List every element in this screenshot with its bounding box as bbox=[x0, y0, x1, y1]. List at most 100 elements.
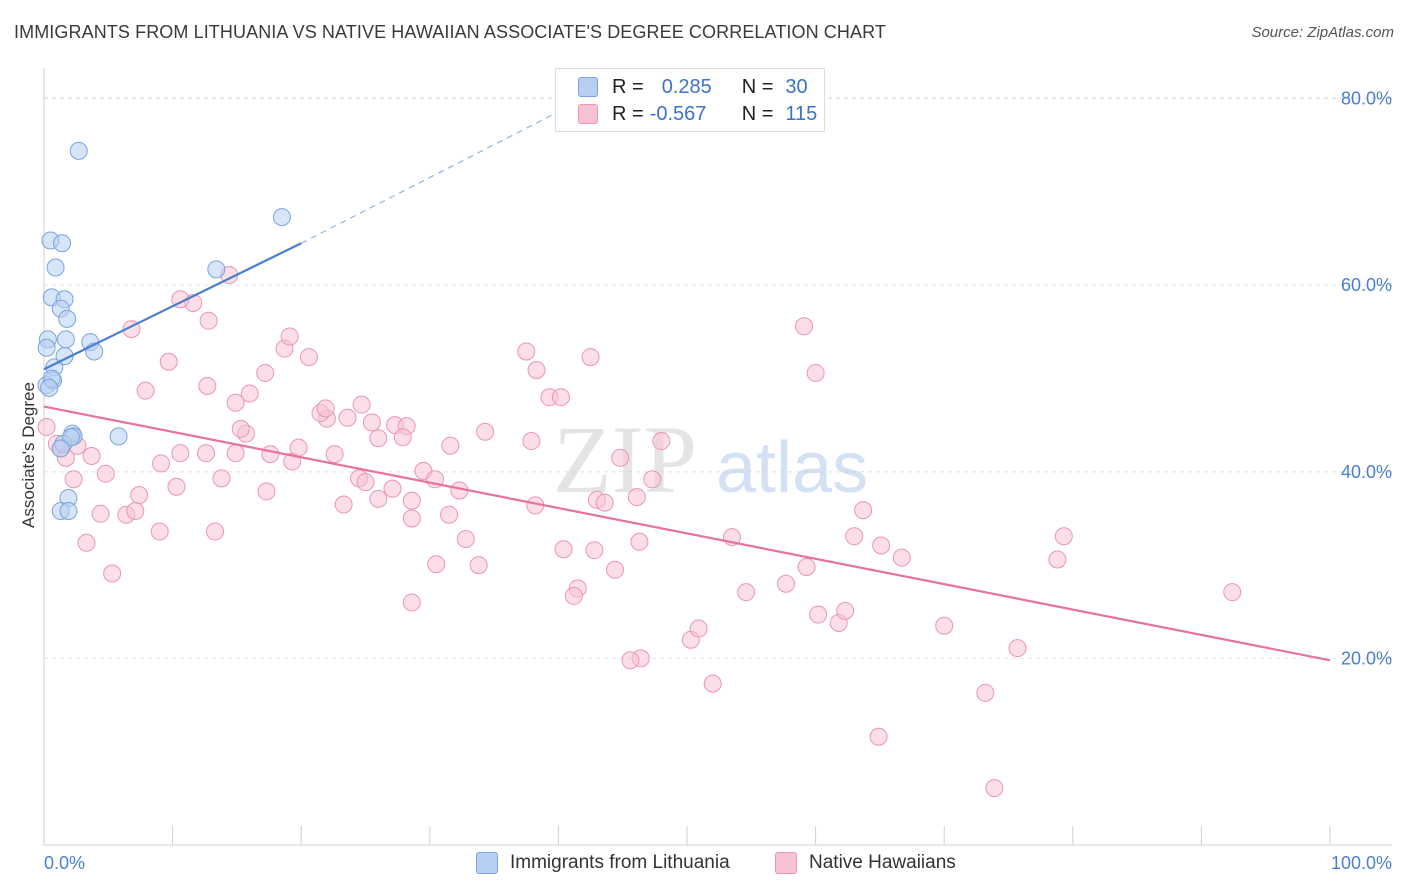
hawaiian-point bbox=[554, 540, 573, 559]
hawaiian-point bbox=[585, 541, 604, 560]
hawaiian-point bbox=[130, 486, 149, 505]
hawaiian-point bbox=[777, 574, 796, 593]
hawaiian-point bbox=[627, 488, 646, 507]
hawaiian-point bbox=[845, 527, 864, 546]
hawaiian-point bbox=[402, 491, 421, 510]
hawaiian-point bbox=[643, 470, 662, 489]
legend-row-lithuania: R = 0.285 N = 30 bbox=[578, 75, 808, 99]
lithuania-point bbox=[59, 502, 78, 521]
hawaiian-point bbox=[261, 445, 280, 464]
hawaiian-point bbox=[806, 363, 825, 382]
legend-swatch-blue bbox=[578, 77, 598, 97]
series-legend-hawaiians: Native Hawaiians bbox=[775, 852, 956, 874]
hawaiian-point bbox=[1048, 550, 1067, 569]
hawaiian-point bbox=[1223, 583, 1242, 602]
hawaiian-point bbox=[441, 436, 460, 455]
hawaiian-point bbox=[795, 317, 814, 336]
hawaiian-point bbox=[206, 522, 225, 541]
correlation-legend: R = 0.285 N = 30 R = -0.567 N = 115 bbox=[555, 68, 825, 132]
hawaiian-point bbox=[703, 674, 722, 693]
series-label-lithuania: Immigrants from Lithuania bbox=[510, 852, 730, 873]
hawaiian-point bbox=[476, 422, 495, 441]
hawaiian-point bbox=[159, 352, 178, 371]
hawaiian-point bbox=[77, 533, 96, 552]
hawaiian-point bbox=[797, 557, 816, 576]
lithuania-point bbox=[58, 309, 77, 328]
hawaiian-trend-line bbox=[43, 405, 1331, 662]
hawaiian-point bbox=[527, 361, 546, 380]
series-label-hawaiians: Native Hawaiians bbox=[809, 852, 956, 873]
hawaiian-point bbox=[836, 601, 855, 620]
hawaiian-point bbox=[289, 438, 308, 457]
hawaiian-point bbox=[652, 432, 671, 451]
hawaiian-point bbox=[564, 586, 583, 605]
hawaiian-point bbox=[231, 419, 250, 438]
x-tick-label-max: 100.0% bbox=[1331, 853, 1392, 873]
legend-r-label: R = bbox=[612, 75, 644, 98]
legend-row-hawaiians: R = -0.567 N = 115 bbox=[578, 102, 817, 126]
native-hawaiians-points bbox=[37, 265, 1242, 798]
series-legend-lithuania: Immigrants from Lithuania bbox=[476, 852, 730, 874]
hawaiian-point bbox=[352, 395, 371, 414]
hawaiian-point bbox=[440, 505, 459, 524]
hawaiian-point bbox=[522, 432, 541, 451]
legend-n-label: N = bbox=[741, 102, 774, 125]
hawaiian-point bbox=[152, 454, 171, 473]
hawaiian-point bbox=[126, 502, 145, 521]
hawaiian-point bbox=[611, 448, 630, 467]
hawaiian-point bbox=[393, 428, 412, 447]
hawaiian-point bbox=[551, 388, 570, 407]
lithuania-point bbox=[46, 258, 65, 277]
lithuania-trend-extension bbox=[300, 98, 585, 244]
hawaiian-point bbox=[257, 482, 276, 501]
hawaiian-point bbox=[872, 536, 891, 555]
lithuania-point bbox=[53, 234, 72, 253]
hawaiian-point bbox=[976, 683, 995, 702]
grid-lines bbox=[44, 97, 1392, 659]
x-tick-label-min: 0.0% bbox=[44, 853, 85, 873]
trend-lines bbox=[43, 98, 1331, 662]
hawaiian-point bbox=[985, 779, 1004, 798]
legend-r-label: R = bbox=[612, 102, 644, 125]
lithuania-point bbox=[272, 208, 291, 227]
hawaiian-point bbox=[198, 377, 217, 395]
hawaiian-point bbox=[809, 605, 828, 624]
legend-r-value: 0.285 bbox=[661, 75, 712, 98]
lithuania-point bbox=[37, 338, 56, 357]
hawaiian-point bbox=[605, 560, 624, 579]
hawaiian-point bbox=[630, 532, 649, 551]
lithuania-trend-line bbox=[43, 242, 302, 371]
hawaiian-point bbox=[1008, 639, 1027, 658]
hawaiian-point bbox=[64, 470, 83, 489]
hawaiian-point bbox=[280, 327, 299, 346]
hawaiian-point bbox=[150, 522, 169, 541]
lithuania-point bbox=[51, 439, 70, 458]
hawaiian-point bbox=[37, 418, 56, 437]
lithuania-point bbox=[62, 428, 81, 447]
hawaiian-point bbox=[103, 564, 122, 583]
hawaiian-point bbox=[197, 444, 216, 463]
hawaiian-point bbox=[96, 464, 115, 483]
axes bbox=[43, 68, 1392, 846]
lithuania-point bbox=[40, 378, 59, 397]
legend-n-label: N = bbox=[741, 75, 774, 98]
legend-swatch-pink bbox=[578, 104, 598, 124]
lithuania-point bbox=[109, 427, 128, 446]
hawaiian-point bbox=[299, 348, 318, 367]
hawaiian-point bbox=[338, 408, 357, 427]
legend-n-value: 115 bbox=[785, 102, 818, 125]
hawaiian-point bbox=[199, 311, 218, 330]
hawaiian-point bbox=[82, 446, 101, 465]
y-axis-label: Associate's Degree bbox=[19, 382, 38, 528]
hawaiian-point bbox=[595, 493, 614, 512]
hawaiian-point bbox=[689, 619, 708, 638]
watermark-atlas: atlas bbox=[716, 428, 868, 508]
x-ticks bbox=[43, 826, 1331, 845]
lithuania-point bbox=[69, 141, 88, 160]
legend-n-value: 30 bbox=[785, 75, 808, 98]
hawaiian-point bbox=[369, 489, 388, 508]
hawaiian-point bbox=[427, 555, 446, 574]
hawaiian-point bbox=[256, 363, 275, 382]
hawaiian-point bbox=[91, 504, 110, 523]
